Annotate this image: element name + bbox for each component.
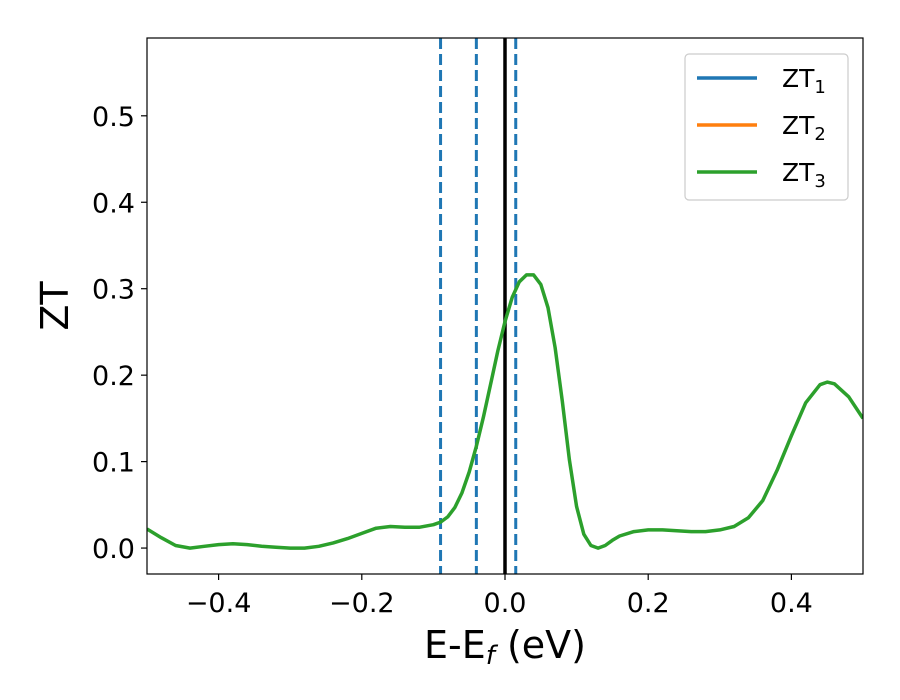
x-tick-label: −0.2	[329, 588, 395, 619]
x-tick-label: 0.0	[484, 588, 527, 619]
y-tick-label: 0.0	[92, 534, 135, 565]
x-tick-label: 0.4	[770, 588, 813, 619]
y-tick-label: 0.2	[92, 361, 135, 392]
plot-series	[147, 38, 863, 574]
legend-label-2: ZT2	[782, 111, 826, 145]
legend-label-1: ZT1	[782, 64, 826, 98]
axis-ticks: −0.4 −0.2 0.0 0.2 0.4 0.0 0.1 0.2 0.3 0.4 0.5	[92, 102, 813, 619]
x-tick-label: 0.2	[627, 588, 670, 619]
y-tick-label: 0.5	[92, 102, 135, 133]
y-axis-label: ZT	[33, 281, 77, 331]
y-tick-label: 0.1	[92, 448, 135, 479]
y-tick-label: 0.4	[92, 188, 135, 219]
legend-label-3: ZT3	[782, 158, 826, 192]
legend: ZT1 ZT2 ZT3	[684, 53, 849, 201]
series-line-3	[147, 273, 863, 550]
x-tick-label: −0.4	[186, 588, 252, 619]
x-axis-label: E-Ef (eV)	[424, 623, 586, 671]
y-tick-label: 0.3	[92, 275, 135, 306]
legend-frame	[684, 53, 849, 201]
